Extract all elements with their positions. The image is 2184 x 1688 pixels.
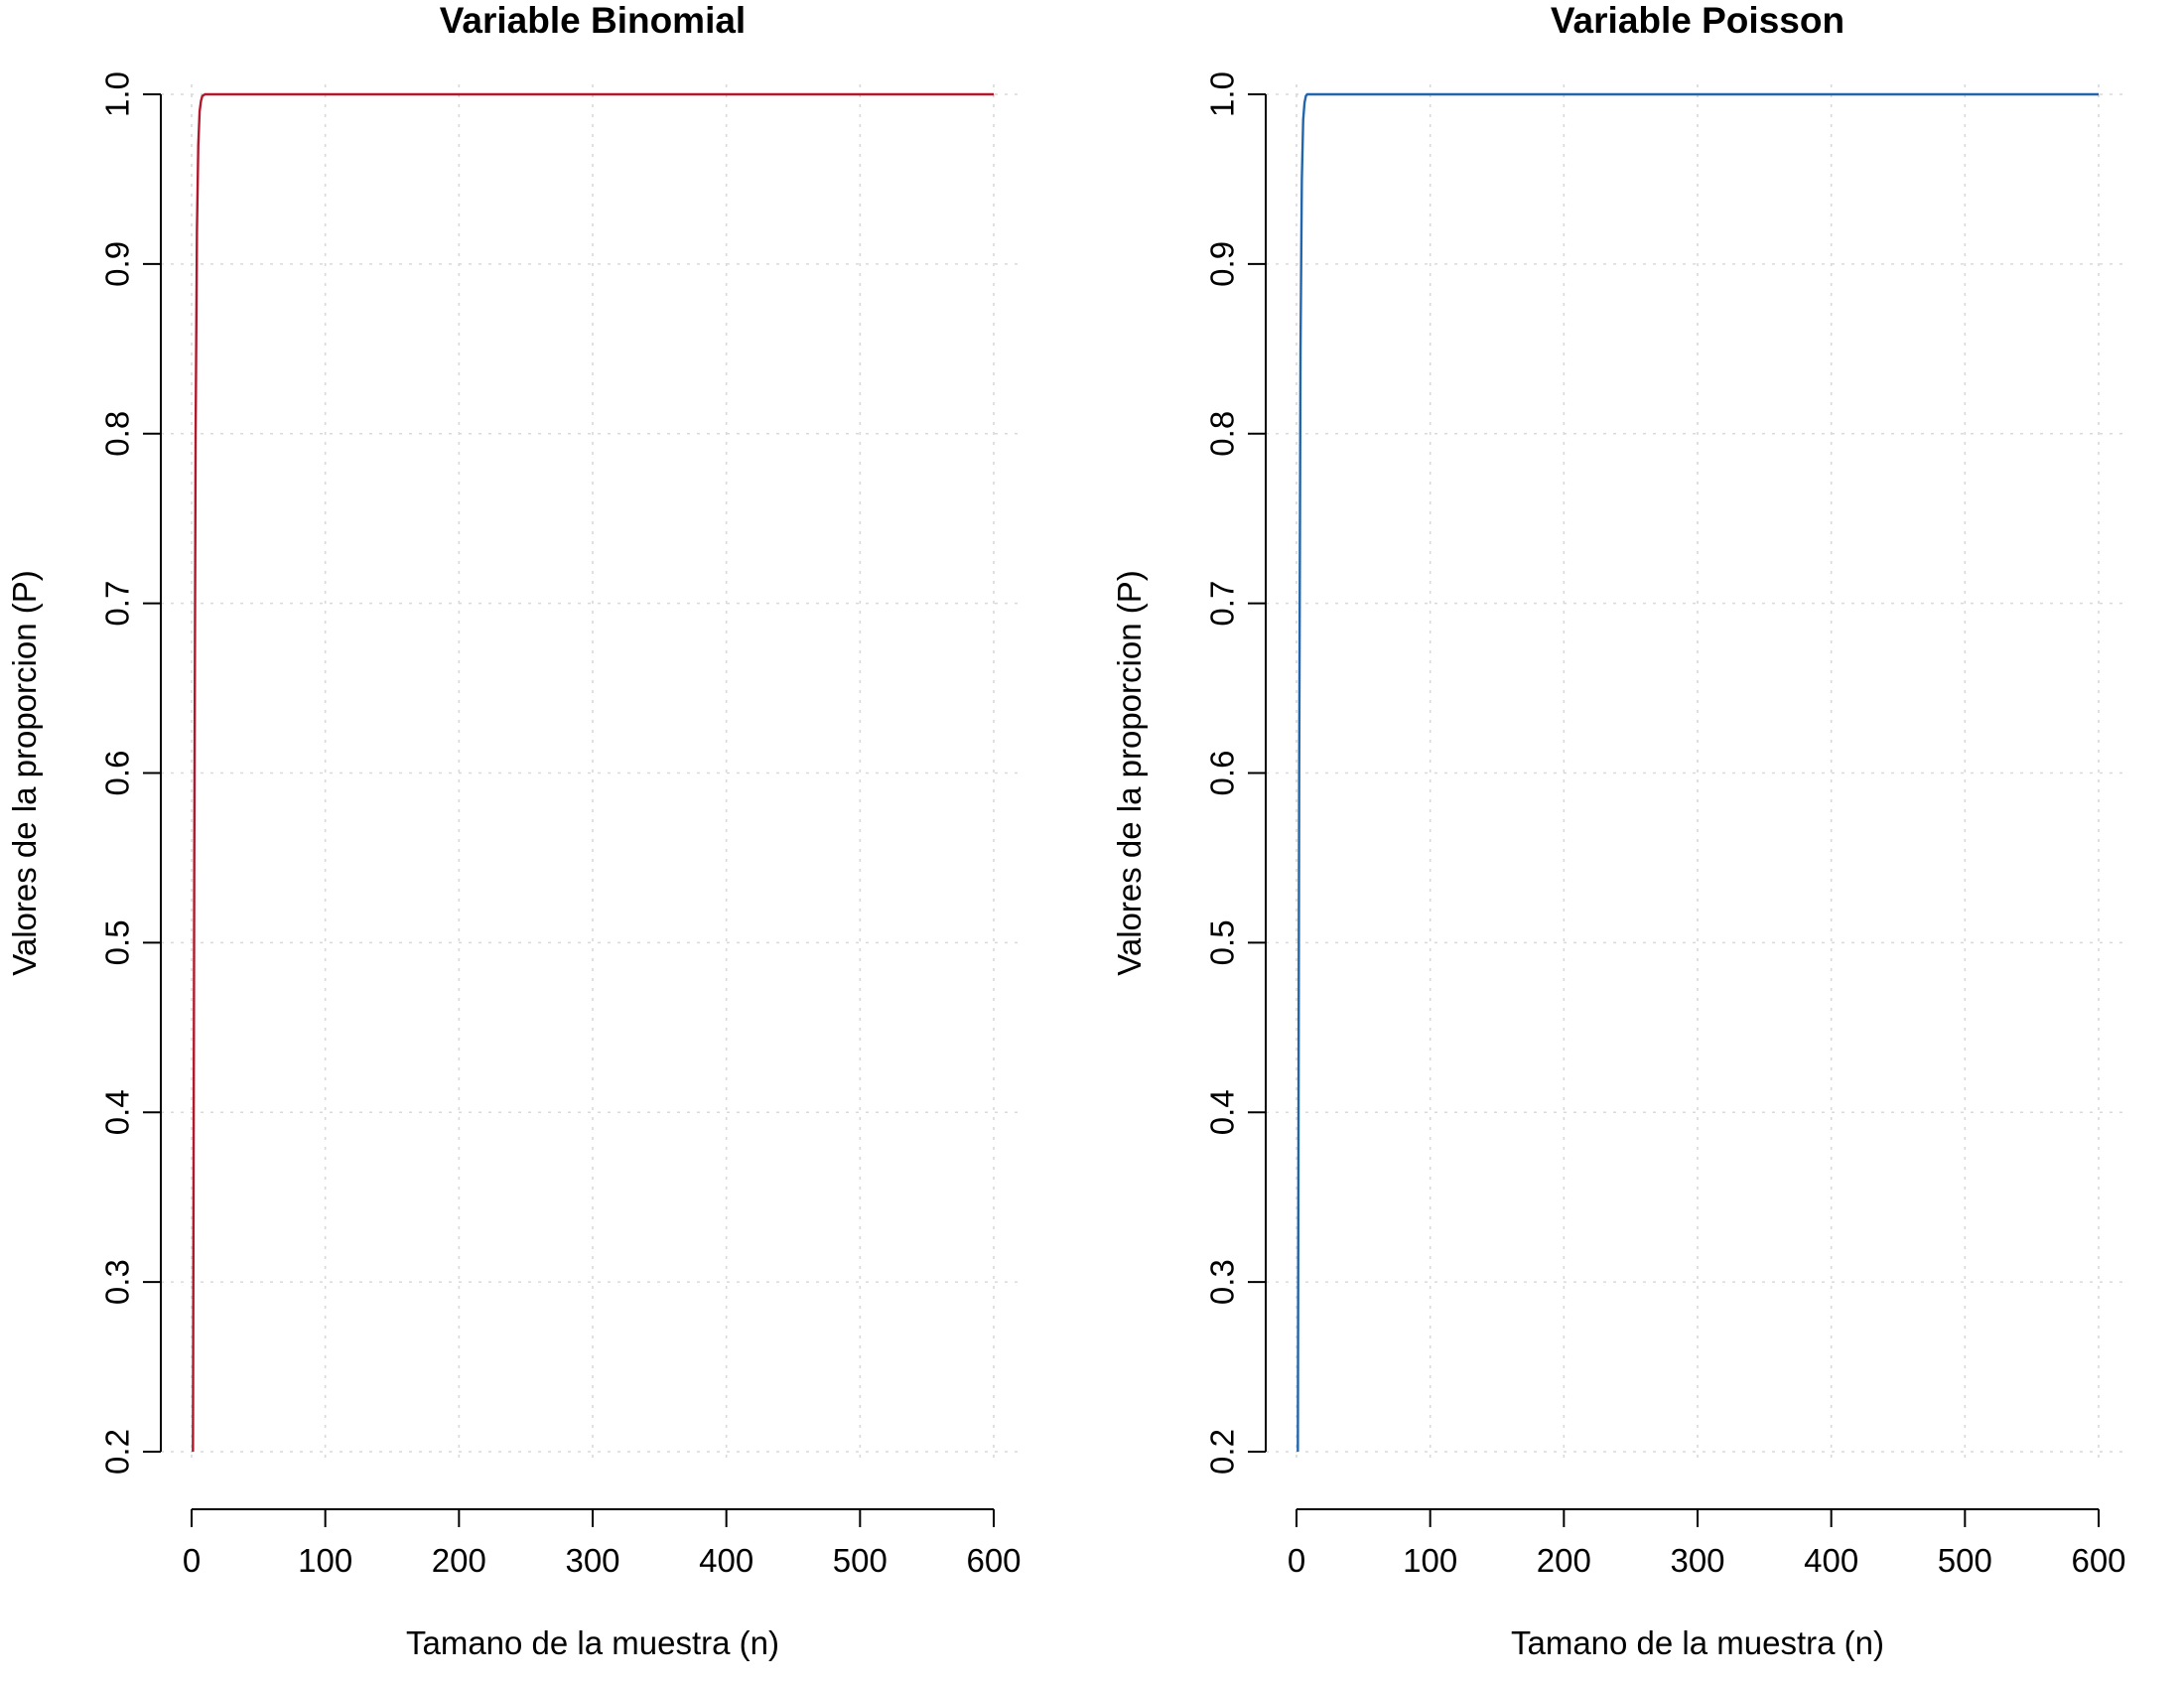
x-tick-label: 200	[1537, 1542, 1591, 1579]
y-tick-label: 0.9	[99, 241, 136, 287]
binomial-chart: 0.2 0.3 0.4 0.5 0.6 0.7 0.8 0.9 1.0 0 100 200 300 40…	[6, 0, 1024, 1661]
y-axis-label: Valores de la proporcion (P)	[6, 570, 43, 975]
binomial-series-line	[192, 92, 994, 1453]
x-tick-label: 500	[1938, 1542, 1992, 1579]
y-tick-label: 0.8	[1204, 411, 1241, 457]
y-tick-label: 0.6	[1204, 751, 1241, 796]
y-tick-label: 0.9	[1204, 241, 1241, 287]
y-tick-label: 0.2	[1204, 1429, 1241, 1475]
x-tick-label: 500	[833, 1542, 887, 1579]
x-axis-label: Tamano de la muestra (n)	[1511, 1624, 1884, 1661]
chart-title: Variable Binomial	[440, 0, 746, 41]
y-tick-label: 0.4	[99, 1089, 136, 1135]
x-tick-label: 300	[565, 1542, 619, 1579]
x-tick-label: 600	[966, 1542, 1021, 1579]
y-tick-label: 0.5	[99, 919, 136, 965]
y-tick-label: 1.0	[1204, 71, 1241, 117]
gridlines	[161, 84, 1024, 1462]
x-tick-label: 100	[298, 1542, 352, 1579]
x-axis-ticks: 0 100 200 300 400 500 600	[1288, 1509, 2126, 1579]
x-tick-label: 0	[183, 1542, 201, 1579]
y-tick-label: 0.7	[99, 581, 136, 627]
x-tick-label: 200	[432, 1542, 486, 1579]
x-tick-label: 400	[699, 1542, 753, 1579]
gridlines	[1266, 84, 2129, 1462]
x-tick-label: 300	[1670, 1542, 1724, 1579]
y-axis-label: Valores de la proporcion (P)	[1111, 570, 1148, 975]
y-tick-label: 0.4	[1204, 1089, 1241, 1135]
y-tick-label: 0.5	[1204, 919, 1241, 965]
x-axis-label: Tamano de la muestra (n)	[406, 1624, 779, 1661]
x-axis-ticks: 0 100 200 300 400 500 600	[183, 1509, 1022, 1579]
y-axis-ticks: 0.2 0.3 0.4 0.5 0.6 0.7 0.8 0.9 1.0	[99, 71, 161, 1475]
y-tick-label: 0.8	[99, 411, 136, 457]
y-tick-label: 0.2	[99, 1429, 136, 1475]
y-tick-label: 0.3	[99, 1259, 136, 1305]
y-tick-label: 1.0	[99, 71, 136, 117]
poisson-series-line	[1297, 92, 2099, 1453]
x-tick-label: 0	[1288, 1542, 1305, 1579]
y-tick-label: 0.7	[1204, 581, 1241, 627]
x-tick-label: 100	[1403, 1542, 1457, 1579]
y-axis-ticks: 0.2 0.3 0.4 0.5 0.6 0.7 0.8 0.9 1.0	[1204, 71, 1266, 1475]
poisson-chart: 0.2 0.3 0.4 0.5 0.6 0.7 0.8 0.9 1.0 0 100 200 300 40…	[1111, 0, 2129, 1661]
x-tick-label: 600	[2071, 1542, 2125, 1579]
y-tick-label: 0.3	[1204, 1259, 1241, 1305]
chart-title: Variable Poisson	[1551, 0, 1844, 41]
y-tick-label: 0.6	[99, 751, 136, 796]
x-tick-label: 400	[1804, 1542, 1858, 1579]
